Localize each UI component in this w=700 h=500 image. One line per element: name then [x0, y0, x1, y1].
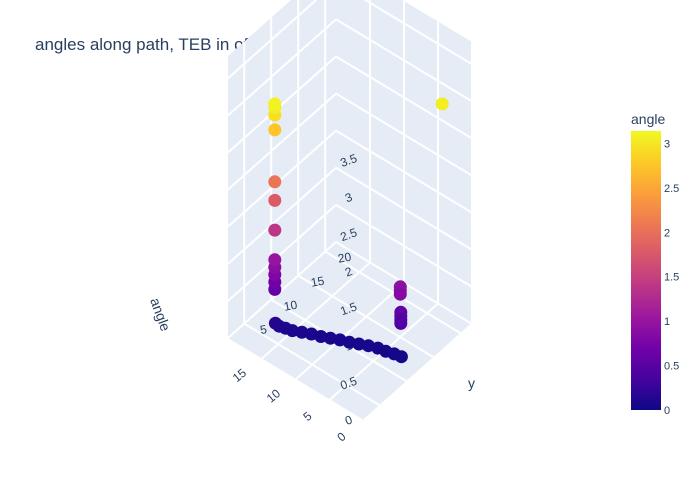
- x-gridline-floor: [363, 323, 473, 421]
- colorbar-tick-label: 1.5: [664, 272, 679, 284]
- colorbar-tick-label: 2: [664, 227, 670, 239]
- z-tick-label: 0.5: [338, 374, 359, 393]
- z-gridline-ywall: [335, 204, 473, 288]
- z-gridline-ywall: [335, 166, 473, 251]
- y-gridline-floor: [324, 250, 462, 335]
- colorbar-tick-label: 0: [664, 405, 670, 417]
- z-gridline-ywall: [335, 18, 473, 103]
- colorbar: angle 0 0.5 1 1.5 2 2.5 3: [631, 111, 679, 417]
- y-tick-label: 10: [283, 298, 299, 314]
- y-tick-label: 15: [310, 274, 326, 290]
- z-tick-label: 2: [343, 264, 354, 280]
- z-tick-label: 0: [343, 412, 354, 428]
- z-tick-label: 3.5: [338, 151, 359, 170]
- z-gridline-xwall: [227, 18, 337, 117]
- colorbar-tick-label: 3: [664, 138, 670, 150]
- y-gridline-floor: [297, 274, 435, 359]
- z-tick-label: 3: [343, 190, 354, 206]
- colorbar-title: angle: [631, 111, 665, 127]
- data-point: [268, 193, 282, 207]
- z-gridline-ywall: [335, 129, 473, 214]
- x-gridline-floor: [295, 282, 405, 380]
- z-gridline-xwall: [227, 167, 337, 265]
- z-gridline-ywall: [363, 0, 473, 66]
- z-gridline-xwall: [227, 92, 337, 191]
- y-tick-label: 20: [337, 250, 353, 266]
- colorbar-tick-label: 0.5: [664, 361, 679, 373]
- z-gridline-xwall: [227, 129, 337, 228]
- z-gridline-ywall: [335, 92, 473, 177]
- x-tick-label: 5: [300, 409, 314, 424]
- x-tick-label: 15: [230, 366, 249, 386]
- z-gridline-xwall: [227, 55, 337, 154]
- points-layer: [268, 97, 449, 364]
- z-tick-label: 2.5: [338, 225, 359, 244]
- data-point: [393, 287, 407, 301]
- colorbar-tick-label: 1: [664, 316, 670, 328]
- x-tick-label: 10: [264, 386, 283, 406]
- data-point: [268, 223, 282, 237]
- colorbar-gradient: [631, 131, 661, 410]
- data-point: [394, 350, 408, 364]
- data-point: [268, 253, 282, 267]
- x-tick-label: 0: [334, 429, 348, 444]
- data-point: [268, 123, 282, 137]
- back-wall-x: [228, 0, 336, 338]
- axes-layer: [227, 0, 473, 421]
- y-axis-title: y: [468, 375, 475, 391]
- data-point: [268, 175, 282, 189]
- z-gridline-xwall: [227, 241, 337, 339]
- colorbar-tick-label: 2.5: [664, 183, 679, 195]
- data-point: [394, 316, 408, 330]
- data-point: [435, 97, 449, 111]
- z-gridline-xwall: [227, 204, 337, 302]
- y-gridline-floor: [243, 322, 381, 407]
- colorbar-ticks: 0 0.5 1 1.5 2 2.5 3: [664, 138, 679, 417]
- y-tick-label: 5: [259, 322, 268, 337]
- z-axis-title: angle: [147, 296, 174, 334]
- x-gridline-floor: [261, 261, 371, 360]
- z-gridline-ywall: [335, 55, 473, 140]
- z-gridline-xwall: [227, 0, 318, 80]
- z-tick-label: 1.5: [338, 299, 359, 318]
- data-point: [268, 97, 282, 111]
